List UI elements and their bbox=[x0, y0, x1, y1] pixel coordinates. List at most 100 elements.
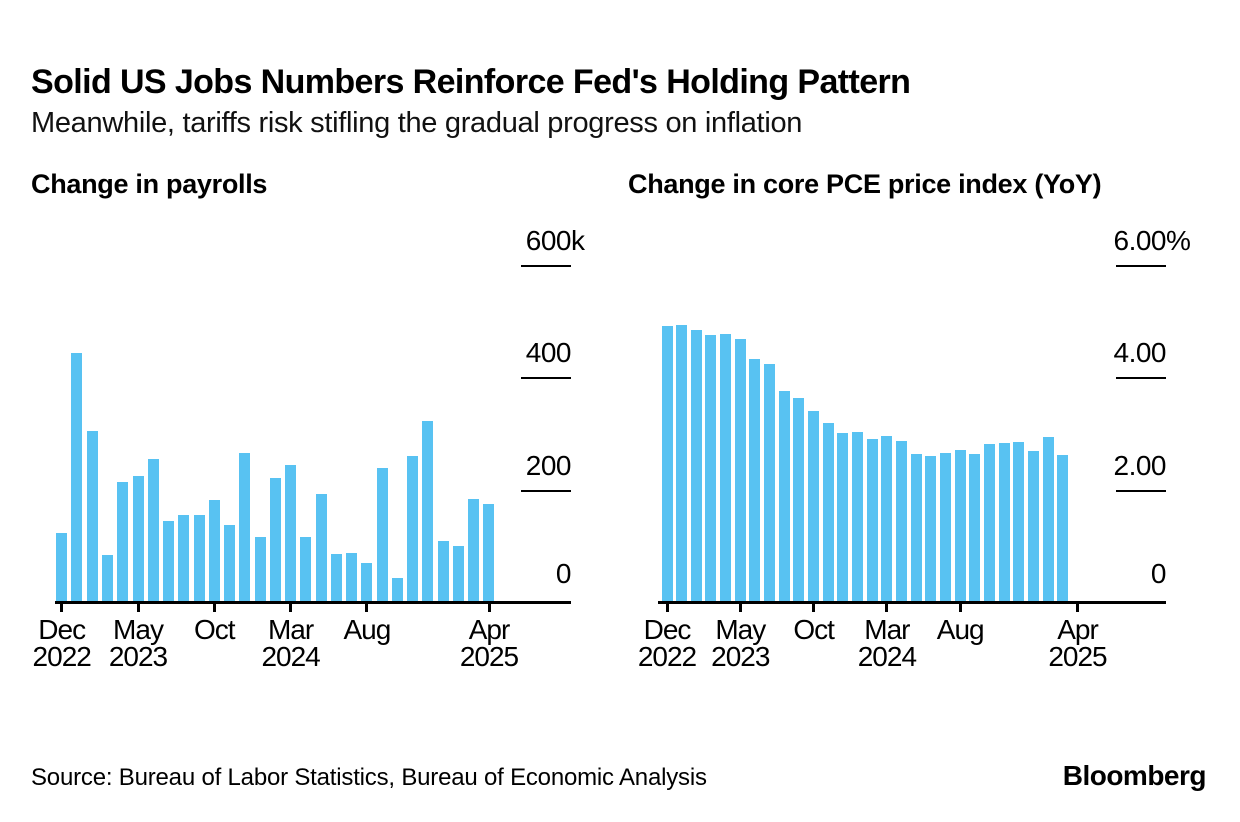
bloomberg-logo: Bloomberg bbox=[1062, 760, 1207, 791]
core-pce-bar-feb-2024 bbox=[866, 438, 878, 603]
core-pce-xtick-label-may: May 2023 bbox=[711, 614, 770, 672]
payrolls-xtick-may bbox=[136, 604, 140, 612]
core-pce-bar-jul-2024 bbox=[940, 452, 952, 603]
core-pce-x-axis-line bbox=[658, 601, 1166, 604]
payrolls-xtick-label-apr: Apr 2025 bbox=[459, 614, 519, 672]
core-pce-bar-apr-2024 bbox=[896, 441, 908, 603]
payrolls-xtick-label-may: May 2023 bbox=[108, 614, 168, 672]
payrolls-xtick-mar bbox=[289, 604, 293, 612]
core-pce-bar-oct-2023 bbox=[808, 410, 820, 603]
payrolls-bar-dec-2023 bbox=[239, 452, 251, 603]
core-pce-xtick-may bbox=[738, 604, 742, 612]
payrolls-bar-dec-2022 bbox=[56, 532, 68, 603]
payrolls-ytick-label-0: 0 bbox=[555, 558, 572, 589]
core-pce-bar-apr-2023 bbox=[720, 334, 732, 603]
payrolls-xtick-label-mar: Mar 2024 bbox=[261, 614, 320, 672]
page-subtitle: Meanwhile, tariffs risk stifling the gra… bbox=[31, 107, 803, 140]
core-pce-xtick-oct bbox=[812, 604, 816, 612]
payrolls-bar-jan-2025 bbox=[437, 540, 449, 603]
chart-title-core-pce: Change in core PCE price index (YoY) bbox=[628, 169, 1102, 199]
payrolls-bar-jul-2024 bbox=[346, 552, 358, 603]
core-pce-bar-oct-2024 bbox=[984, 443, 996, 603]
core-pce-bar-may-2023 bbox=[734, 339, 746, 603]
payrolls-bar-sep-2023 bbox=[193, 515, 205, 603]
payrolls-bar-feb-2023 bbox=[86, 431, 98, 603]
payrolls-bar-nov-2024 bbox=[407, 456, 419, 603]
core-pce-bar-jan-2025 bbox=[1028, 451, 1039, 603]
core-pce-xtick-label-oct: Oct bbox=[793, 614, 835, 645]
core-pce-xtick-label-apr: Apr 2025 bbox=[1048, 614, 1107, 672]
core-pce-bar-nov-2024 bbox=[998, 443, 1010, 603]
core-pce-bar-may-2024 bbox=[910, 453, 922, 603]
core-pce-bar-jan-2024 bbox=[852, 431, 864, 603]
payrolls-bar-may-2024 bbox=[315, 493, 327, 603]
payrolls-bar-jan-2023 bbox=[71, 353, 83, 603]
core-pce-bar-dec-2022 bbox=[661, 325, 673, 603]
payrolls-xtick-dec bbox=[60, 604, 64, 612]
payrolls-bar-may-2023 bbox=[132, 475, 144, 603]
payrolls-xtick-label-dec: Dec 2022 bbox=[32, 614, 92, 672]
core-pce-ytick-label-2.00: 2.00 bbox=[1113, 449, 1167, 481]
core-pce-bar-aug-2023 bbox=[778, 391, 790, 603]
core-pce-ytick-dash-2.00 bbox=[1116, 489, 1166, 492]
payrolls-bar-nov-2023 bbox=[224, 524, 236, 603]
payrolls-bar-jan-2024 bbox=[254, 537, 266, 603]
payrolls-bar-sep-2024 bbox=[376, 467, 388, 603]
payrolls-ytick-label-600: 600 k bbox=[525, 224, 585, 256]
payrolls-bar-apr-2025 bbox=[483, 503, 495, 603]
core-pce-xtick-label-aug: Aug bbox=[936, 614, 985, 645]
core-pce-xtick-apr bbox=[1076, 604, 1079, 612]
payrolls-bar-oct-2024 bbox=[391, 578, 403, 603]
payrolls-bar-mar-2023 bbox=[101, 555, 113, 603]
core-pce-bar-jan-2023 bbox=[676, 325, 688, 603]
payrolls-xtick-oct bbox=[212, 604, 216, 612]
source-attribution: Source: Bureau of Labor Statistics, Bure… bbox=[31, 764, 707, 791]
core-pce-ytick-dash-6.00 bbox=[1116, 264, 1166, 267]
payrolls-bar-jun-2024 bbox=[330, 554, 342, 603]
payrolls-xtick-apr bbox=[487, 604, 491, 612]
core-pce-bar-dec-2023 bbox=[837, 433, 849, 603]
payrolls-xtick-label-oct: Oct bbox=[194, 614, 236, 645]
core-pce-bar-feb-2023 bbox=[690, 330, 702, 603]
payrolls-xtick-aug bbox=[365, 604, 369, 612]
payrolls-ytick-dash-200 bbox=[521, 489, 571, 492]
payrolls-bar-dec-2024 bbox=[422, 421, 434, 603]
core-pce-bar-jul-2023 bbox=[764, 363, 776, 603]
payrolls-bar-jun-2023 bbox=[147, 458, 159, 603]
core-pce-xtick-mar bbox=[885, 604, 889, 612]
core-pce-ytick-label-0: 0 bbox=[1150, 558, 1167, 589]
payrolls-bar-apr-2024 bbox=[300, 536, 312, 603]
payrolls-bar-jul-2023 bbox=[163, 520, 175, 603]
core-pce-ytick-label-4.00: 4.00 bbox=[1113, 337, 1167, 369]
core-pce-bar-nov-2023 bbox=[822, 423, 834, 603]
core-pce-bar-sep-2023 bbox=[793, 398, 805, 603]
payrolls-bar-oct-2023 bbox=[208, 499, 220, 603]
core-pce-bar-jun-2023 bbox=[749, 358, 761, 603]
core-pce-bar-jun-2024 bbox=[925, 455, 937, 603]
core-pce-xtick-aug bbox=[958, 604, 962, 612]
payrolls-bar-feb-2024 bbox=[269, 478, 281, 603]
core-pce-bar-mar-2023 bbox=[705, 334, 717, 603]
payrolls-bar-aug-2023 bbox=[178, 515, 190, 603]
core-pce-bar-feb-2025 bbox=[1042, 436, 1054, 603]
core-pce-bar-mar-2025 bbox=[1057, 454, 1069, 603]
core-pce-bar-mar-2024 bbox=[881, 435, 893, 603]
payrolls-bar-apr-2023 bbox=[117, 481, 129, 603]
payrolls-bar-feb-2025 bbox=[452, 545, 464, 603]
payrolls-bar-mar-2024 bbox=[285, 464, 297, 603]
payrolls-bar-mar-2025 bbox=[468, 499, 480, 603]
payrolls-ytick-dash-600 bbox=[521, 264, 571, 267]
payrolls-ytick-label-400: 400 bbox=[525, 337, 572, 369]
payrolls-ytick-dash-400 bbox=[521, 377, 571, 380]
core-pce-bar-aug-2024 bbox=[954, 449, 966, 603]
core-pce-ytick-dash-4.00 bbox=[1116, 377, 1166, 380]
core-pce-ytick-label-6.00: 6.00% bbox=[1113, 224, 1191, 256]
payrolls-x-axis-line bbox=[55, 601, 571, 604]
core-pce-xtick-label-dec: Dec 2022 bbox=[637, 614, 697, 672]
core-pce-bar-dec-2024 bbox=[1013, 441, 1025, 603]
core-pce-xtick-label-mar: Mar 2024 bbox=[857, 614, 917, 672]
payrolls-ytick-label-200: 200 bbox=[525, 449, 572, 481]
